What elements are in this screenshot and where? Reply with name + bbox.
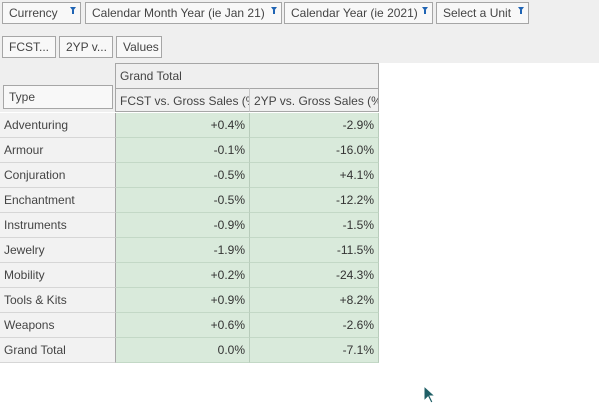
- row-label[interactable]: Conjuration: [0, 163, 116, 188]
- 2yp-value-cell[interactable]: +4.1%: [250, 163, 379, 188]
- fcst-grand-total-cell[interactable]: 0.0%: [116, 338, 250, 363]
- 2yp-value-cell[interactable]: -2.9%: [250, 113, 379, 138]
- unit-filter-label: Select a Unit: [443, 6, 512, 20]
- fcst-value-cell[interactable]: +0.9%: [116, 288, 250, 313]
- currency-filter-button[interactable]: Currency: [2, 2, 81, 24]
- row-label[interactable]: Instruments: [0, 213, 116, 238]
- 2yp-vs-gross-sales-column-header: 2YP vs. Gross Sales (%): [250, 88, 379, 112]
- fcst-value-cell[interactable]: +0.4%: [116, 113, 250, 138]
- row-label[interactable]: Weapons: [0, 313, 116, 338]
- filter-funnel-icon: [70, 7, 76, 14]
- 2yp-grand-total-cell[interactable]: -7.1%: [250, 338, 379, 363]
- row-label[interactable]: Tools & Kits: [0, 288, 116, 313]
- grand-total-row-label[interactable]: Grand Total: [0, 338, 116, 363]
- fcst-field-button[interactable]: FCST...: [2, 36, 56, 58]
- values-field-label: Values: [123, 40, 159, 54]
- row-label[interactable]: Armour: [0, 138, 116, 163]
- calendar-year-filter-label: Calendar Year (ie 2021): [291, 6, 418, 20]
- fcst-value-cell[interactable]: +0.2%: [116, 263, 250, 288]
- type-row-field-button[interactable]: Type: [3, 85, 113, 109]
- calendar-month-year-filter-label: Calendar Month Year (ie Jan 21): [92, 6, 265, 20]
- pivot-field-well: Currency Calendar Month Year (ie Jan 21)…: [0, 0, 599, 63]
- fcst-value-cell[interactable]: -1.9%: [116, 238, 250, 263]
- fcst-value-cell[interactable]: -0.1%: [116, 138, 250, 163]
- fcst-field-label: FCST...: [9, 40, 50, 54]
- 2yp-field-button[interactable]: 2YP v...: [59, 36, 113, 58]
- 2yp-value-cell[interactable]: -16.0%: [250, 138, 379, 163]
- currency-filter-label: Currency: [9, 6, 58, 20]
- fcst-value-cell[interactable]: -0.5%: [116, 163, 250, 188]
- 2yp-value-cell[interactable]: -1.5%: [250, 213, 379, 238]
- 2yp-value-cell[interactable]: -12.2%: [250, 188, 379, 213]
- 2yp-value-cell[interactable]: -11.5%: [250, 238, 379, 263]
- calendar-year-filter-button[interactable]: Calendar Year (ie 2021): [284, 2, 433, 24]
- fcst-vs-gross-sales-column-header: FCST vs. Gross Sales (%): [116, 88, 250, 112]
- unit-filter-button[interactable]: Select a Unit: [436, 2, 529, 24]
- row-label[interactable]: Jewelry: [0, 238, 116, 263]
- 2yp-value-cell[interactable]: -24.3%: [250, 263, 379, 288]
- filter-funnel-icon: [422, 7, 428, 14]
- fcst-value-cell[interactable]: -0.9%: [116, 213, 250, 238]
- filter-funnel-icon: [518, 7, 524, 14]
- filter-funnel-icon: [271, 7, 277, 14]
- mouse-pointer-icon: [423, 384, 437, 408]
- 2yp-field-label: 2YP v...: [66, 40, 107, 54]
- 2yp-value-cell[interactable]: -2.6%: [250, 313, 379, 338]
- row-label[interactable]: Enchantment: [0, 188, 116, 213]
- row-label[interactable]: Adventuring: [0, 113, 116, 138]
- fcst-value-cell[interactable]: +0.6%: [116, 313, 250, 338]
- grand-total-column-header: Grand Total: [116, 63, 379, 88]
- fcst-value-cell[interactable]: -0.5%: [116, 188, 250, 213]
- row-label[interactable]: Mobility: [0, 263, 116, 288]
- calendar-month-year-filter-button[interactable]: Calendar Month Year (ie Jan 21): [85, 2, 282, 24]
- 2yp-value-cell[interactable]: +8.2%: [250, 288, 379, 313]
- values-field-button[interactable]: Values: [116, 36, 162, 58]
